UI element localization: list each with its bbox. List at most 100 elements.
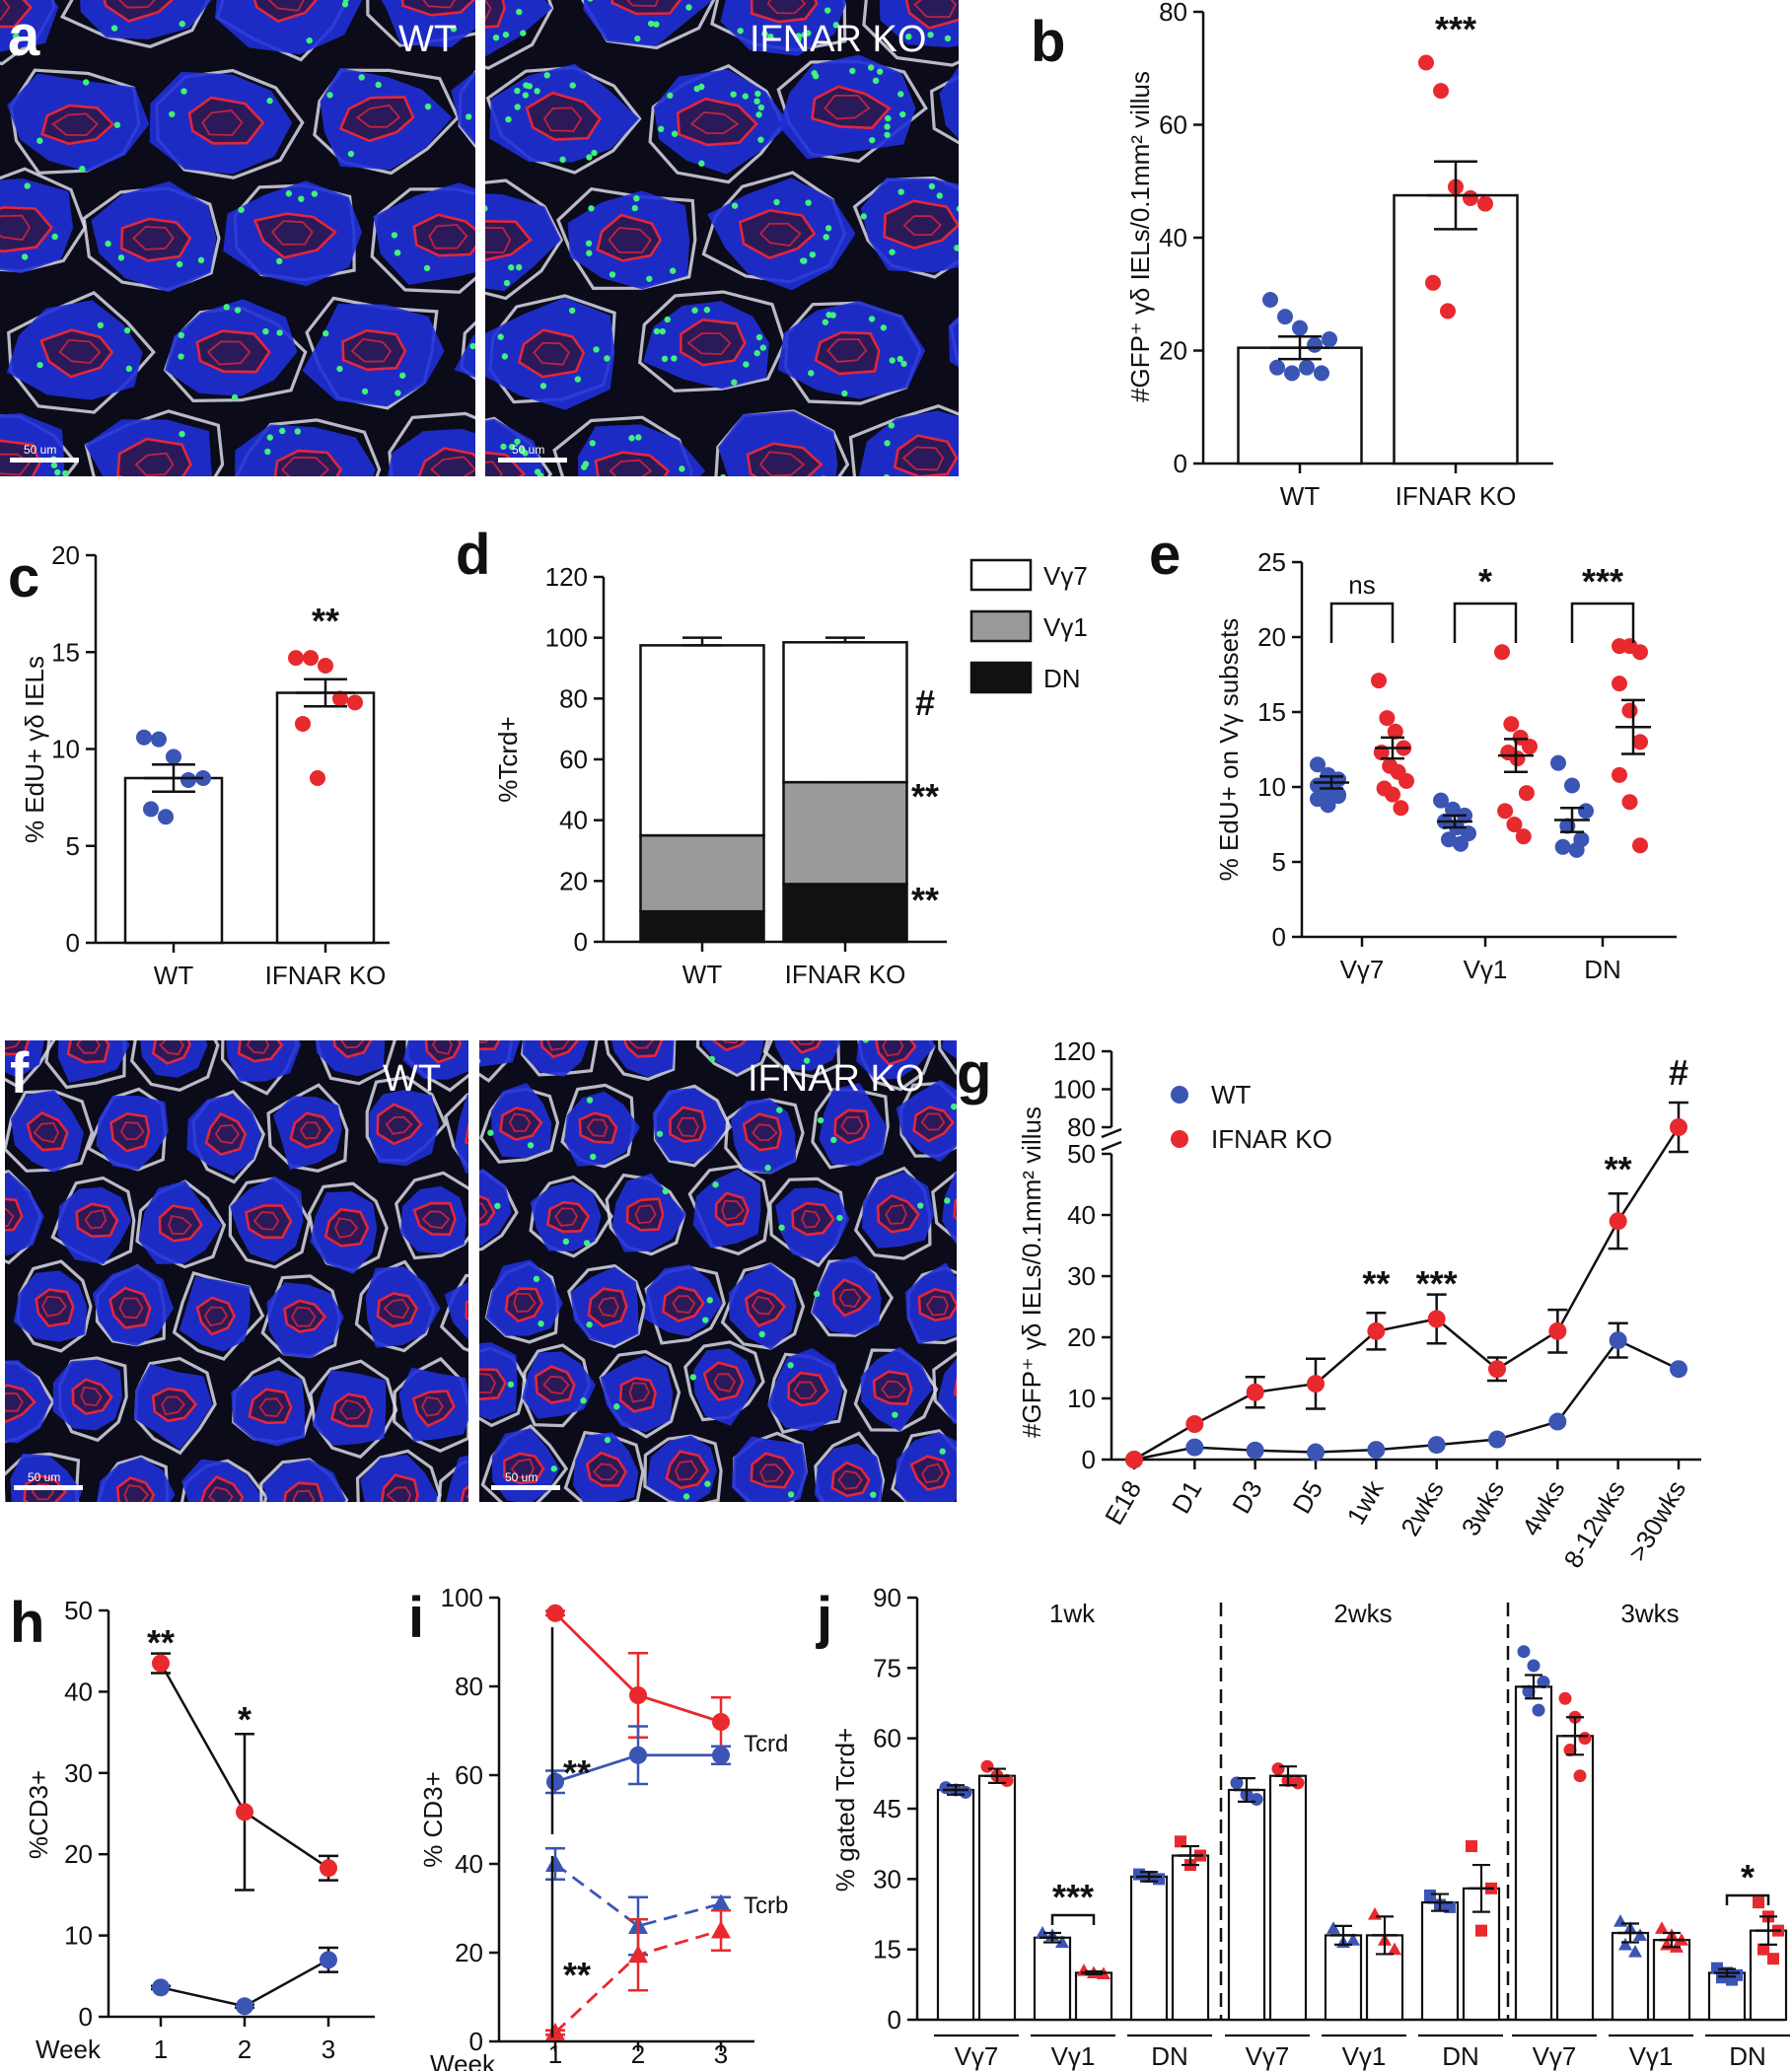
villus-vessel: [881, 1380, 906, 1398]
y-tick-label: 5: [66, 831, 80, 861]
gfp-cell: [336, 365, 343, 373]
villus-epithelium: [583, 0, 713, 46]
y-tick-label: 20: [1067, 1322, 1096, 1352]
villus-vessel: [214, 1124, 241, 1145]
gfp-cell: [684, 478, 690, 484]
villus-core: [460, 1484, 468, 1502]
villus-core: [66, 1040, 110, 1064]
villus-epithelium: [774, 1040, 841, 1071]
gfp-cell: [870, 1491, 877, 1498]
villus-core: [833, 1108, 871, 1145]
data-point-wt: [1568, 841, 1585, 858]
villus-vessel: [902, 215, 942, 237]
villus-epithelium: [1001, 0, 1144, 56]
gfp-cell: [693, 85, 700, 93]
gfp-cell: [1115, 318, 1121, 323]
gfp-cell: [647, 20, 655, 28]
villus-vessel: [542, 1375, 570, 1395]
gfp-cell: [1104, 603, 1110, 608]
villus-epithelium: [454, 333, 475, 378]
panel-label: h: [10, 1591, 44, 1655]
x-tick-label: D3: [1226, 1475, 1268, 1519]
data-point: [545, 1854, 565, 1872]
gfp-cell: [508, 443, 516, 451]
gfp-cell: [323, 329, 329, 337]
villus-core: [1045, 215, 1116, 262]
villus-vessel: [963, 1199, 984, 1218]
gfp-cell: [742, 93, 749, 100]
villus-vessel: [722, 1040, 740, 1044]
gfp-cell: [1020, 25, 1026, 31]
data-point: [711, 1893, 731, 1912]
gfp-cell: [761, 31, 768, 37]
villus-vessel: [598, 1296, 619, 1318]
gfp-cell: [550, 1465, 557, 1472]
villus-vessel: [804, 1558, 826, 1574]
y-tick-label: 0: [469, 2027, 483, 2056]
gfp-cell: [996, 1450, 1002, 1456]
villus-core: [485, 451, 527, 476]
villus-core: [151, 1040, 191, 1065]
villus-vessel: [485, 227, 512, 253]
villus-membrane: [59, 0, 210, 48]
micrograph-f-ko-title: IFNAR KO: [748, 1058, 924, 1100]
villus-vessel: [609, 459, 653, 476]
panel-label: e: [1149, 523, 1181, 587]
villus-membrane: [313, 68, 461, 176]
villus-vessel: [1003, 1467, 1022, 1485]
villus-membrane: [84, 409, 225, 476]
gfp-cell: [869, 136, 876, 144]
villus-membrane: [480, 1424, 569, 1502]
villus-membrane: [393, 1356, 468, 1453]
villus-membrane: [604, 1531, 687, 1608]
villus-membrane: [485, 0, 554, 70]
data-point: [1757, 1943, 1769, 1956]
villus-core: [119, 217, 192, 262]
villus-epithelium: [778, 1528, 848, 1601]
data-point-ko: [1621, 794, 1638, 811]
data-point-ko: [1494, 644, 1510, 661]
gfp-cell: [746, 490, 752, 496]
gfp-cell: [425, 493, 431, 499]
gfp-cell: [1104, 196, 1110, 202]
gfp-cell: [659, 539, 665, 545]
y-tick-label: 15: [1257, 697, 1286, 727]
villus-core: [245, 1569, 286, 1608]
bar: [1393, 193, 1519, 465]
gfp-cell: [1092, 583, 1098, 589]
gfp-cell: [404, 589, 410, 595]
villus-core: [75, 1202, 119, 1239]
villus-vessel: [689, 110, 740, 135]
gfp-cell: [892, 1411, 898, 1418]
gfp-cell: [1039, 220, 1045, 226]
villus-vessel: [429, 456, 475, 476]
y-tick-label: 0: [66, 928, 80, 958]
villus-core: [40, 104, 115, 146]
gfp-cell: [178, 353, 184, 360]
villus-vessel: [40, 1295, 67, 1318]
villus-vessel: [431, 1040, 453, 1055]
villus-vessel: [422, 0, 457, 9]
y-tick-label: 0: [1174, 449, 1187, 478]
gfp-cell: [545, 485, 551, 491]
gfp-cell: [113, 121, 121, 128]
villus-core: [75, 1566, 117, 1600]
gfp-cell: [394, 250, 401, 256]
villus-core: [337, 1576, 372, 1609]
data-point-ko: [1515, 828, 1532, 845]
gfp-cell: [179, 430, 185, 438]
series-line: [1133, 1338, 1680, 1462]
data-point-ko: [1503, 716, 1520, 733]
gfp-cell: [883, 473, 890, 476]
gfp-cell: [276, 329, 283, 336]
data-point: [1613, 1914, 1627, 1927]
data-point: [303, 650, 319, 667]
gfp-cell: [591, 149, 598, 157]
line-label-tcrd: Tcrd: [744, 1731, 788, 1757]
villus-core: [738, 209, 817, 260]
gfp-cell: [534, 88, 540, 95]
villus-vessel: [31, 1482, 55, 1501]
villus-vessel: [510, 1458, 536, 1478]
villus-core: [158, 1204, 203, 1243]
gfp-cell: [583, 1240, 591, 1247]
